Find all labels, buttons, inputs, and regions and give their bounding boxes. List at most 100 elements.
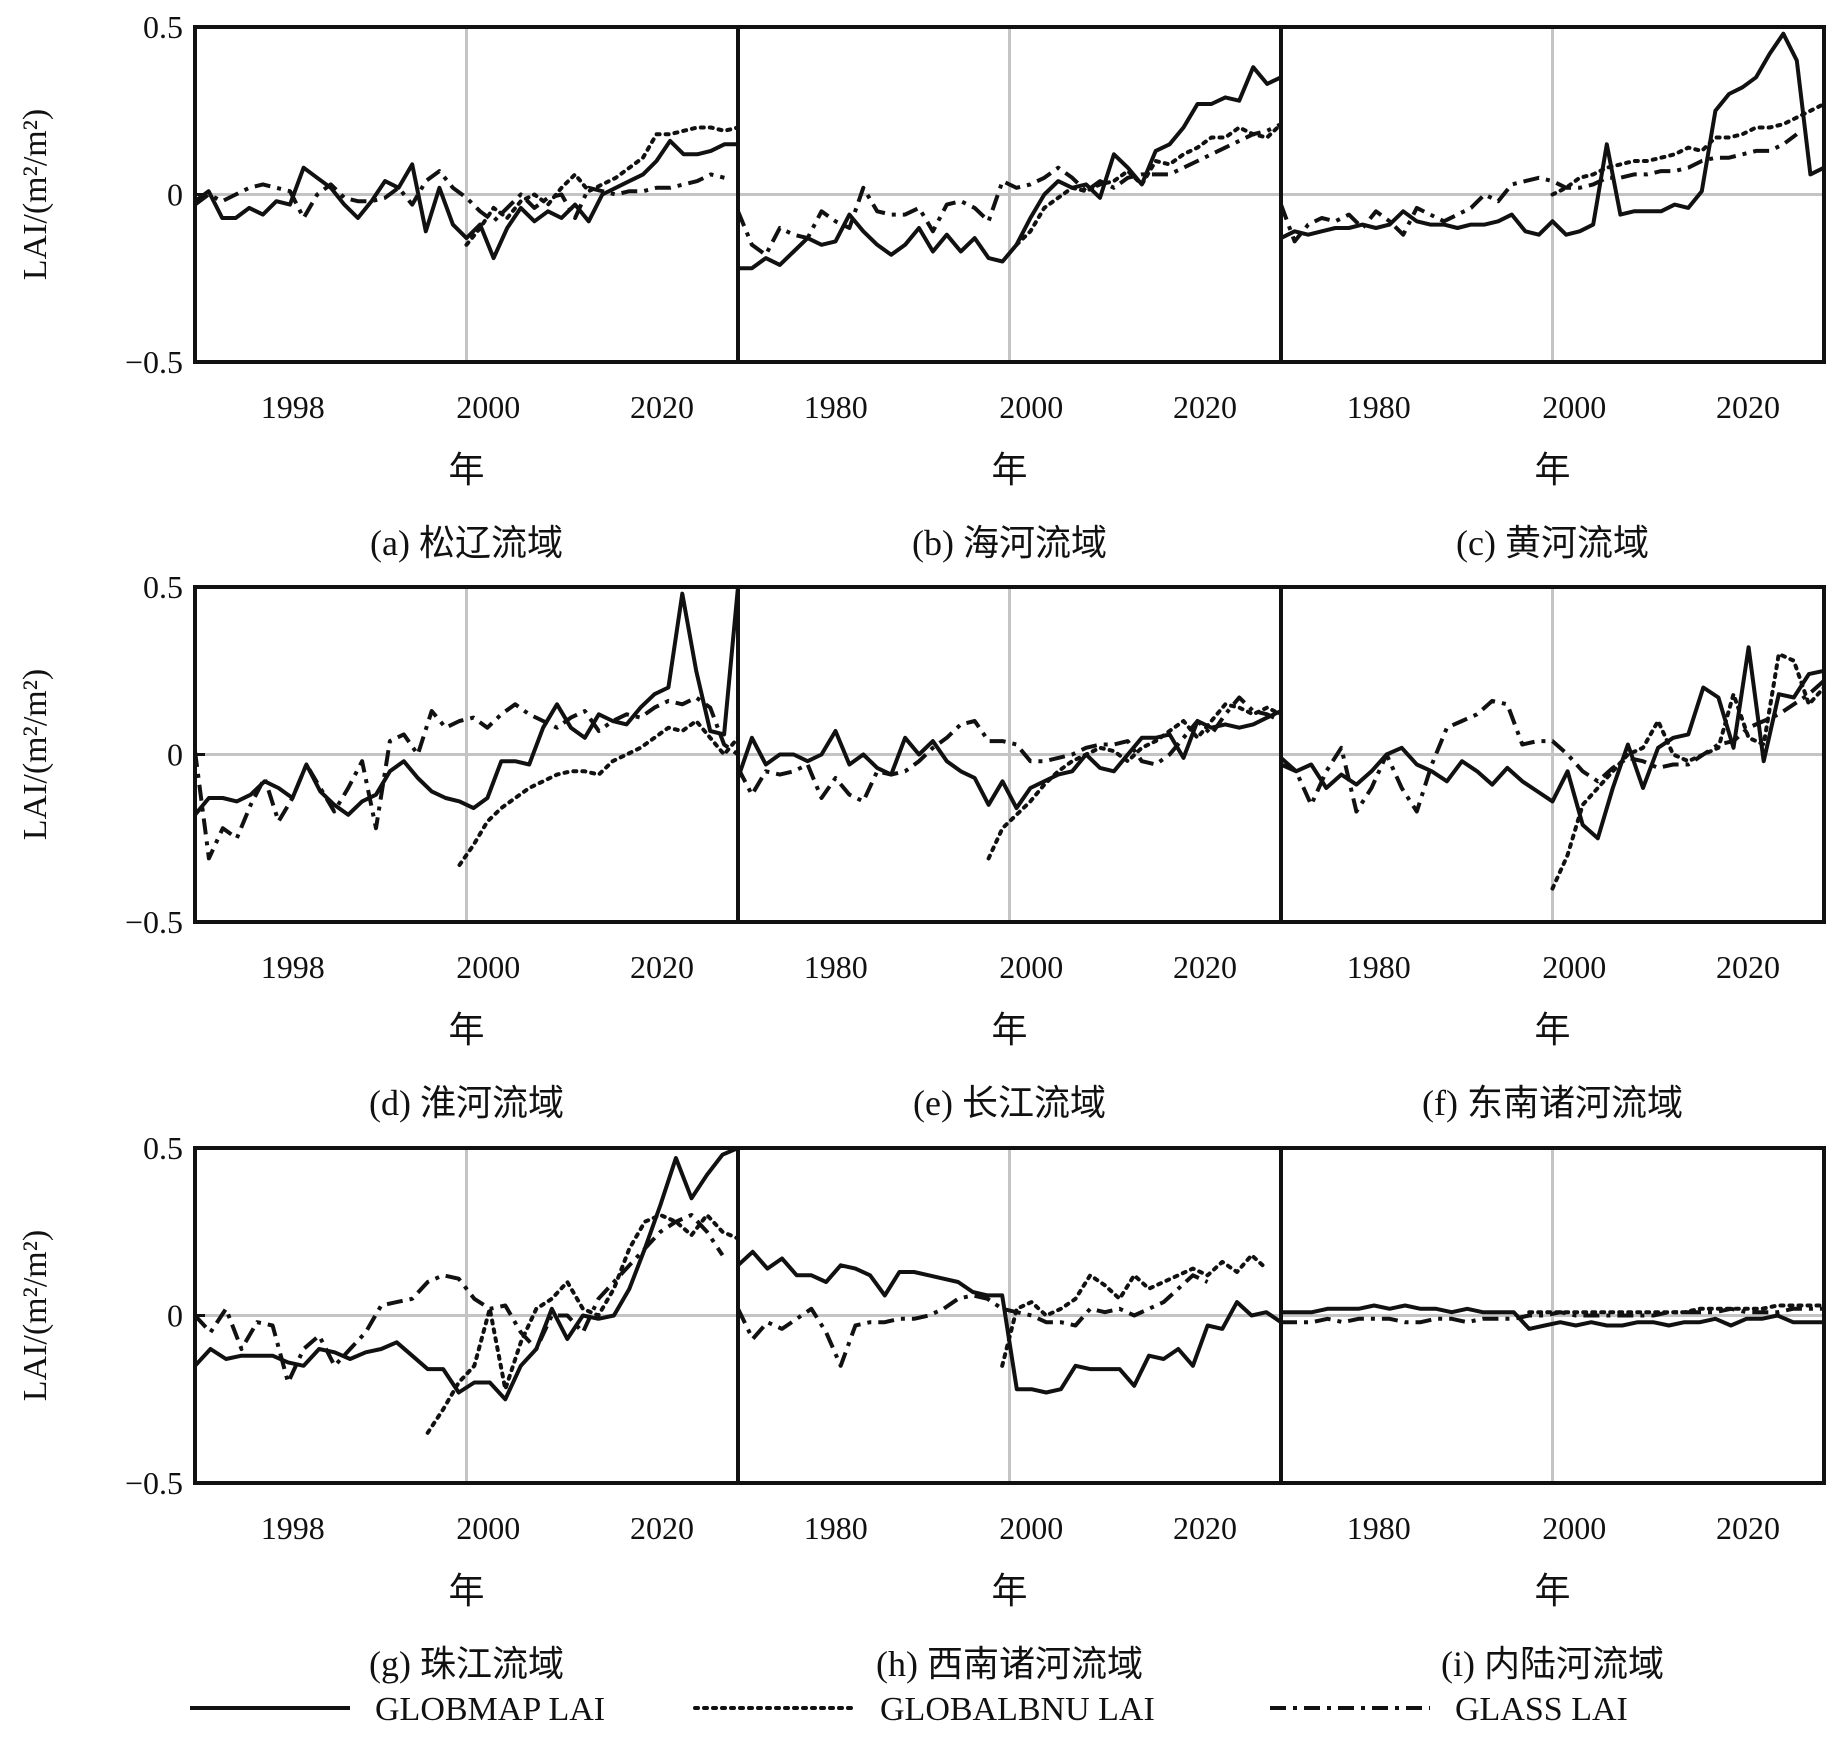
legend-label: GLOBALBNU LAI bbox=[880, 1691, 1155, 1728]
y-tick-label: 0.5 bbox=[143, 569, 183, 605]
series-line bbox=[193, 1213, 725, 1385]
chart-panel: 1980 2000 2020 年 (i) 内陆河流域 bbox=[1279, 1146, 1826, 1684]
y-tick-label: 0.5 bbox=[143, 9, 183, 45]
series-line bbox=[425, 1213, 740, 1435]
series-line bbox=[736, 1273, 1209, 1368]
y-axis-label: LAI/(m²/m²) bbox=[17, 669, 54, 840]
series-line bbox=[193, 695, 740, 861]
panel-caption: (e) 长江流域 bbox=[913, 1083, 1106, 1123]
x-axis-label: 年 bbox=[448, 450, 484, 490]
series-line bbox=[193, 169, 725, 224]
x-tick-label: 1998 bbox=[261, 1510, 325, 1546]
series-line bbox=[1280, 31, 1825, 240]
chart-panel: 1980 2000 2020 年 (b) 海河流域 bbox=[736, 25, 1283, 563]
x-tick-label: 2000 bbox=[456, 1510, 520, 1546]
x-tick-label: 2020 bbox=[1716, 1510, 1780, 1546]
y-tick-label: −0.5 bbox=[125, 904, 183, 940]
legend-label: GLASS LAI bbox=[1455, 1691, 1628, 1728]
panel-caption: (c) 黄河流域 bbox=[1456, 523, 1649, 563]
plot-frame bbox=[1279, 1146, 1826, 1485]
x-tick-label: 2000 bbox=[999, 949, 1063, 985]
x-tick-label: 2020 bbox=[630, 949, 694, 985]
series-line bbox=[193, 138, 738, 261]
panel-caption: (i) 内陆河流域 bbox=[1441, 1644, 1664, 1684]
x-tick-label: 2000 bbox=[456, 389, 520, 425]
series-line bbox=[1279, 132, 1798, 244]
series-line bbox=[736, 122, 1282, 257]
x-tick-label: 2020 bbox=[1173, 1510, 1237, 1546]
chart-panel: 0.5 0 −0.5 LAI/(m²/m²) 1998 2000 2020 年 (d) 淮河流域 bbox=[17, 569, 740, 1123]
series-line bbox=[193, 586, 740, 817]
series-line bbox=[736, 709, 1282, 811]
x-tick-label: 2000 bbox=[1542, 389, 1606, 425]
x-tick-label: 1998 bbox=[261, 389, 325, 425]
series-line bbox=[457, 719, 740, 867]
chart-panel: 1980 2000 2020 年 (e) 长江流域 bbox=[736, 585, 1283, 1123]
plot-frame bbox=[1279, 25, 1826, 364]
panel-caption: (a) 松辽流域 bbox=[370, 523, 563, 563]
panel-caption: (h) 西南诸河流域 bbox=[876, 1644, 1143, 1684]
y-tick-label: 0.5 bbox=[143, 1130, 183, 1166]
series-line bbox=[986, 702, 1283, 861]
x-axis-label: 年 bbox=[448, 1010, 484, 1050]
x-axis-label: 年 bbox=[1534, 1010, 1570, 1050]
x-axis-label: 年 bbox=[448, 1571, 484, 1611]
x-tick-label: 2020 bbox=[630, 389, 694, 425]
x-tick-label: 2000 bbox=[1542, 949, 1606, 985]
x-axis-label: 年 bbox=[991, 450, 1027, 490]
series-line bbox=[193, 1146, 739, 1402]
series-line bbox=[1550, 652, 1826, 891]
panel-caption: (f) 东南诸河流域 bbox=[1422, 1083, 1683, 1123]
x-tick-label: 1980 bbox=[804, 389, 868, 425]
chart-panel: 1980 2000 2020 年 (f) 东南诸河流域 bbox=[1279, 585, 1826, 1123]
series-line bbox=[1281, 1303, 1824, 1331]
x-tick-label: 2020 bbox=[630, 1510, 694, 1546]
panel-caption: (d) 淮河流域 bbox=[369, 1083, 564, 1123]
x-tick-label: 2000 bbox=[1542, 1510, 1606, 1546]
series-line bbox=[1280, 679, 1826, 814]
y-tick-label: −0.5 bbox=[125, 1465, 183, 1501]
panel-caption: (g) 珠江流域 bbox=[369, 1644, 564, 1684]
series-line bbox=[1279, 645, 1825, 841]
series-line bbox=[738, 65, 1282, 271]
x-tick-label: 2000 bbox=[999, 389, 1063, 425]
y-tick-label: 0 bbox=[167, 737, 183, 773]
series-line bbox=[1550, 102, 1826, 197]
plot-frame bbox=[1279, 585, 1826, 924]
y-tick-label: 0 bbox=[167, 177, 183, 213]
y-axis-label: LAI/(m²/m²) bbox=[17, 109, 54, 280]
y-axis-label: LAI/(m²/m²) bbox=[17, 1230, 54, 1401]
y-tick-label: −0.5 bbox=[125, 344, 183, 380]
x-tick-label: 1980 bbox=[804, 949, 868, 985]
x-tick-label: 1980 bbox=[1347, 949, 1411, 985]
x-tick-label: 2020 bbox=[1173, 949, 1237, 985]
x-axis-label: 年 bbox=[991, 1571, 1027, 1611]
x-tick-label: 1998 bbox=[261, 949, 325, 985]
x-tick-label: 2000 bbox=[999, 1510, 1063, 1546]
series-line bbox=[1000, 1253, 1269, 1368]
y-tick-label: 0 bbox=[167, 1298, 183, 1334]
x-axis-label: 年 bbox=[1534, 1571, 1570, 1611]
x-tick-label: 2020 bbox=[1716, 389, 1780, 425]
x-tick-label: 1980 bbox=[1347, 1510, 1411, 1546]
x-tick-label: 2000 bbox=[456, 949, 520, 985]
x-axis-label: 年 bbox=[1534, 450, 1570, 490]
x-axis-label: 年 bbox=[991, 1010, 1027, 1050]
series-line bbox=[1281, 1306, 1824, 1325]
legend-label: GLOBMAP LAI bbox=[375, 1691, 605, 1728]
panel-caption: (b) 海河流域 bbox=[912, 523, 1107, 563]
chart-panel: 1980 2000 2020 年 (h) 西南诸河流域 bbox=[736, 1146, 1283, 1684]
series-line bbox=[464, 125, 740, 247]
series-line bbox=[1014, 122, 1283, 247]
x-tick-label: 1980 bbox=[804, 1510, 868, 1546]
x-tick-label: 2020 bbox=[1716, 949, 1780, 985]
x-tick-label: 2020 bbox=[1173, 389, 1237, 425]
chart-panel: 0.5 0 −0.5 LAI/(m²/m²) 1998 2000 2020 年 (g) 珠江流域 bbox=[17, 1130, 740, 1684]
series-line bbox=[736, 695, 1282, 804]
x-tick-label: 1980 bbox=[1347, 389, 1411, 425]
chart-panel: 1980 2000 2020 年 (c) 黄河流域 bbox=[1279, 25, 1826, 563]
series-line bbox=[736, 1249, 1283, 1395]
legend: GLOBMAP LAI GLOBALBNU LAI GLASS LAI bbox=[190, 1691, 1628, 1728]
chart-panel: 0.5 0 −0.5 LAI/(m²/m²) 1998 2000 2020 年 (a) 松辽流域 bbox=[17, 9, 740, 563]
